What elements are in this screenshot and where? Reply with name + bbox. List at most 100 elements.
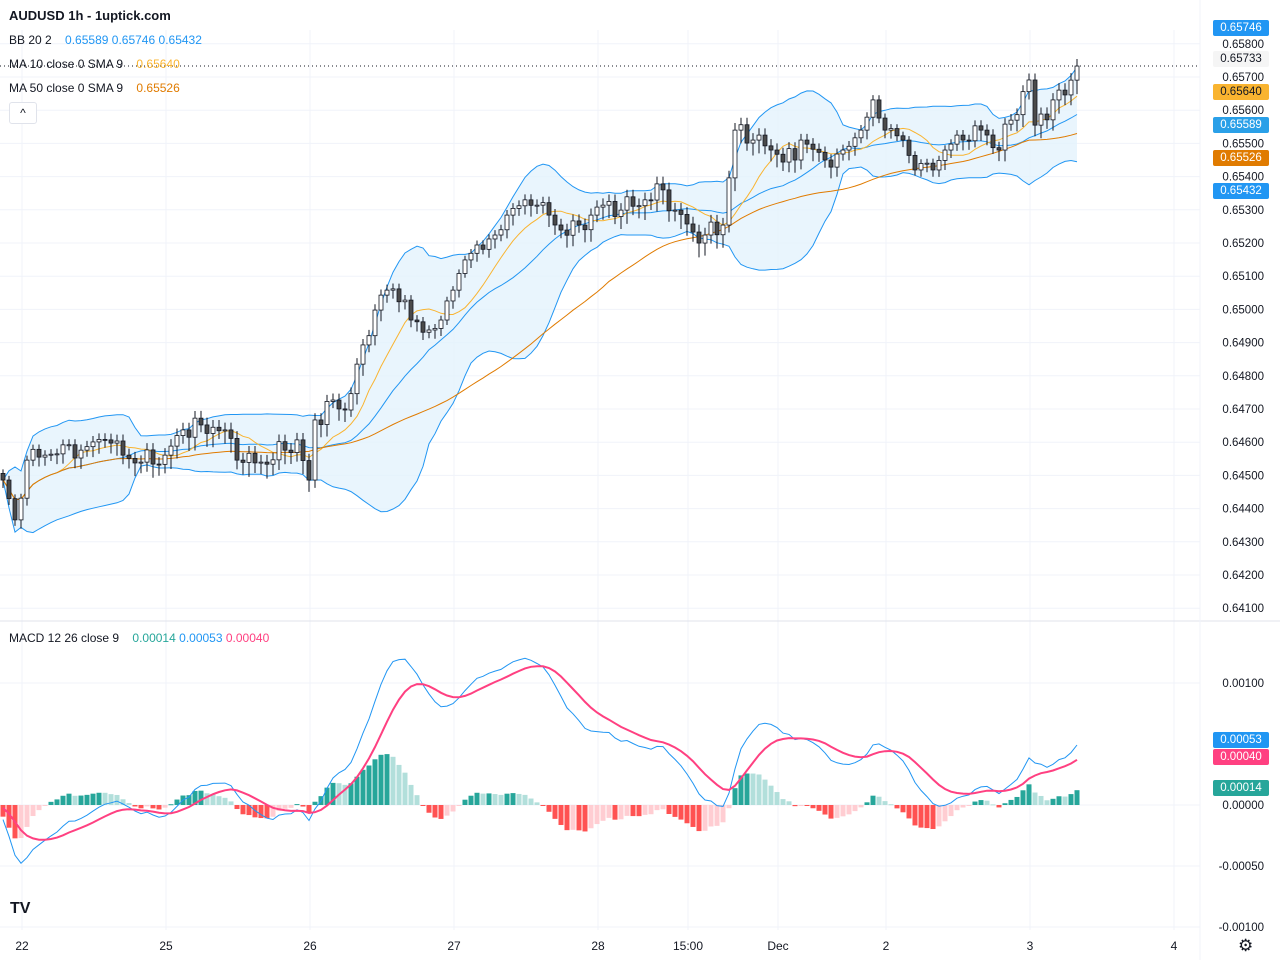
y-tick-label: 0.64900 [1222, 338, 1264, 350]
macd-histogram-bar [258, 805, 264, 819]
macd-histogram-bar [834, 805, 840, 818]
macd-histogram-bar [642, 805, 648, 815]
macd-histogram-bar [900, 805, 906, 813]
candle-body [66, 444, 72, 447]
candle [942, 145, 948, 171]
candle [180, 422, 186, 444]
candle [552, 209, 558, 235]
candle [684, 207, 690, 236]
candle-body [6, 479, 12, 500]
candle [402, 294, 408, 310]
macd-histogram-bar [384, 754, 390, 805]
macd-histogram-bar [72, 795, 78, 805]
candle-body [570, 220, 576, 236]
macd-histogram-bar [1002, 803, 1008, 805]
candle [510, 203, 516, 226]
macd-histogram-bar [792, 805, 798, 807]
candle-body [0, 473, 6, 481]
candle [1008, 114, 1014, 131]
candle-body [474, 244, 480, 254]
candle [690, 216, 696, 242]
macd-histogram-bar [216, 796, 222, 805]
macd-histogram-bar [408, 784, 414, 805]
candle-body [312, 419, 318, 481]
candle-body [510, 208, 516, 216]
candle-body [798, 139, 804, 161]
candle-body [276, 441, 282, 461]
candle-body [594, 206, 600, 216]
macd-histogram-bar [438, 805, 444, 819]
macd-histogram-bar [666, 805, 672, 815]
y-tick-label: 0.65100 [1222, 271, 1264, 283]
candle-body [258, 461, 264, 464]
y-tick-label: 0.64800 [1222, 371, 1264, 383]
candle-body [246, 452, 252, 463]
macd-histogram-bar [786, 801, 792, 805]
candle [576, 214, 582, 233]
macd-histogram-bar [702, 805, 708, 831]
candle-body [858, 129, 864, 139]
macd-histogram-bar [984, 800, 990, 805]
candle-body [534, 204, 540, 207]
macd-histogram-bar [744, 773, 750, 805]
candle-body [678, 209, 684, 215]
macd-histogram-bar [810, 805, 816, 809]
candle-body [126, 454, 132, 459]
candle-body [72, 444, 78, 459]
candle [1014, 108, 1020, 132]
candle-body [780, 153, 786, 163]
macd-histogram-bar [972, 801, 978, 805]
macd-signal-value: 0.00040 [225, 631, 270, 645]
y-tick-label: 0.65600 [1222, 105, 1264, 117]
macd-histogram-bar [888, 804, 894, 806]
candle [342, 402, 348, 422]
macd-histogram-bar [306, 805, 312, 813]
candle-body [198, 417, 204, 426]
candle-body [630, 196, 636, 207]
candle-body [612, 201, 618, 217]
candle [126, 448, 132, 469]
candle [864, 112, 870, 140]
candle-body [618, 209, 624, 217]
macd-histogram-bar [432, 805, 438, 818]
collapse-legend-button[interactable]: ^ [9, 102, 37, 124]
candle-body [660, 183, 666, 191]
macd-histogram-bar [546, 805, 552, 812]
candle-body [300, 439, 306, 461]
candle-body [414, 319, 420, 323]
bb-lower-value: 0.65432 [158, 33, 202, 47]
candle [450, 286, 456, 309]
macd-histogram-bar [198, 790, 204, 805]
candle [984, 124, 990, 146]
candle [66, 439, 72, 451]
candle [102, 433, 108, 448]
candle-body [864, 116, 870, 131]
settings-gear-icon[interactable]: ⚙ [1238, 936, 1254, 955]
legend-macd: MACD 12 26 close 9 0.00014 0.00053 0.000… [9, 631, 269, 645]
macd-histogram-bar [480, 793, 486, 805]
candle-body [372, 309, 378, 337]
macd-histogram-bar [912, 805, 918, 826]
legend-bb: BB 20 2 0.65589 0.65746 0.65432 [9, 33, 202, 47]
candle [672, 202, 678, 222]
macd-histogram-bar [426, 805, 432, 813]
candle [174, 428, 180, 459]
macd-histogram-bar [504, 793, 510, 805]
tradingview-logo[interactable]: TV [10, 900, 31, 917]
candle [708, 214, 714, 244]
candle-body [42, 454, 48, 458]
candle [804, 133, 810, 154]
macd-histogram-bar [588, 805, 594, 829]
macd-signal-line [2, 665, 1078, 841]
candle-body [114, 440, 120, 444]
candle-body [390, 288, 396, 291]
candle [168, 439, 174, 469]
macd-histogram-bar [726, 805, 732, 809]
candle [816, 143, 822, 162]
candle-body [36, 448, 42, 458]
macd-histogram-bar [918, 805, 924, 828]
candle [108, 433, 114, 454]
candle-body [408, 299, 414, 321]
candle-body [180, 429, 186, 436]
